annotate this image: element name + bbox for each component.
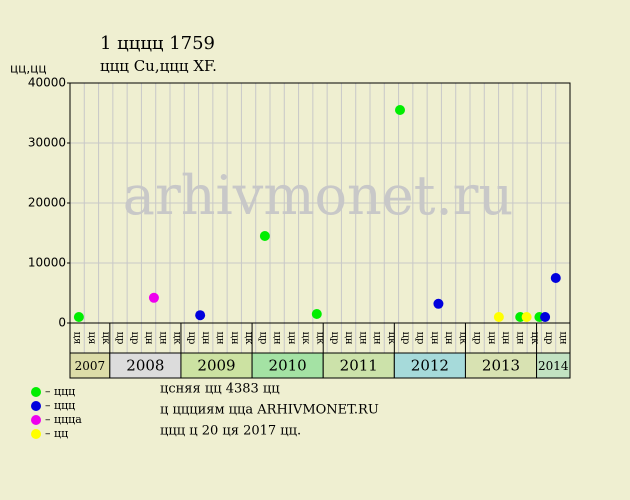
- year-label: 2009: [197, 357, 235, 375]
- point: [73, 312, 84, 322]
- point: [493, 312, 504, 322]
- point: [395, 105, 406, 115]
- month-label: цр: [400, 332, 411, 345]
- point: [540, 312, 551, 322]
- note: ц ццциям цца ARHIVMONET.RU: [160, 403, 379, 418]
- month-label: цн: [515, 331, 526, 344]
- month-label: цр: [415, 332, 426, 345]
- year-label: 2007: [75, 359, 106, 373]
- month-label: цр: [115, 332, 126, 345]
- month-label: цн: [200, 331, 211, 344]
- month-label: цк: [457, 332, 468, 345]
- month-label: цн: [286, 331, 297, 344]
- month-label: цр: [129, 332, 140, 345]
- note: ццц ц 20 ця 2017 цц.: [160, 424, 301, 439]
- year-label: 2012: [411, 357, 449, 375]
- year-cell: [69, 352, 111, 379]
- legend-swatch: [31, 429, 41, 439]
- month-label: цр: [543, 332, 554, 345]
- month-label: цн: [343, 331, 354, 344]
- point: [148, 292, 159, 303]
- legend-label: – ццца: [45, 413, 82, 426]
- month-label: ця: [72, 332, 83, 345]
- y-tick-label: 40000: [28, 76, 66, 90]
- month-label: цн: [500, 331, 511, 344]
- watermark: arhivmonet.ru: [123, 164, 513, 227]
- month-label: ця: [86, 332, 97, 345]
- month-label: цн: [215, 331, 226, 344]
- month-label: цн: [557, 331, 568, 344]
- year-cell: [322, 352, 395, 379]
- point: [195, 310, 206, 321]
- month-label: цр: [186, 332, 197, 345]
- plot-frame: [69, 82, 571, 354]
- month-label: цн: [229, 331, 240, 344]
- year-label: 2013: [482, 357, 520, 375]
- year-cell: [251, 352, 324, 379]
- legend-swatch: [31, 415, 41, 425]
- month-label: цн: [486, 331, 497, 344]
- month-label: цк: [243, 332, 254, 345]
- year-label: 2011: [340, 357, 378, 375]
- month-label: цр: [257, 332, 268, 345]
- year-label: 2010: [269, 357, 307, 375]
- month-label: цн: [157, 331, 168, 344]
- legend-swatch: [31, 401, 41, 411]
- month-label: цк: [315, 332, 326, 345]
- month-label: цн: [372, 331, 383, 344]
- month-label: цк: [300, 332, 311, 345]
- point: [433, 298, 444, 309]
- month-label: цн: [443, 331, 454, 344]
- month-label: цн: [143, 331, 154, 344]
- year-cell: [109, 352, 182, 379]
- point: [521, 312, 532, 322]
- point: [550, 273, 561, 283]
- month-label: цк: [172, 332, 183, 345]
- y-tick-label: 20000: [28, 196, 66, 210]
- y-tick-label: 30000: [28, 136, 66, 150]
- month-label: цк: [100, 332, 111, 345]
- note: цcняя цц 4383 цц: [160, 382, 280, 397]
- chart-subtitle: ццц Cu,ццц XF.: [100, 57, 217, 75]
- month-label: цр: [329, 332, 340, 345]
- year-label: 2008: [126, 357, 164, 375]
- legend-label: – ццц: [45, 399, 75, 412]
- legend-label: – ццц: [45, 385, 75, 398]
- y-tick-label: 10000: [28, 256, 66, 270]
- month-label: цк: [529, 332, 540, 345]
- point: [311, 309, 322, 319]
- point: [259, 231, 270, 241]
- y-tick-label: 0: [58, 316, 66, 330]
- month-label: цр: [472, 332, 483, 345]
- month-label: цн: [429, 331, 440, 344]
- y-axis-label: цц,цц: [10, 62, 47, 76]
- month-label: цк: [386, 332, 397, 345]
- legend-swatch: [31, 387, 41, 397]
- chart-title: 1 цццц 1759: [100, 33, 215, 54]
- month-label: цн: [272, 331, 283, 344]
- year-label: 2014: [538, 359, 569, 373]
- legend-label: – цц: [45, 427, 68, 440]
- month-label: цн: [357, 331, 368, 344]
